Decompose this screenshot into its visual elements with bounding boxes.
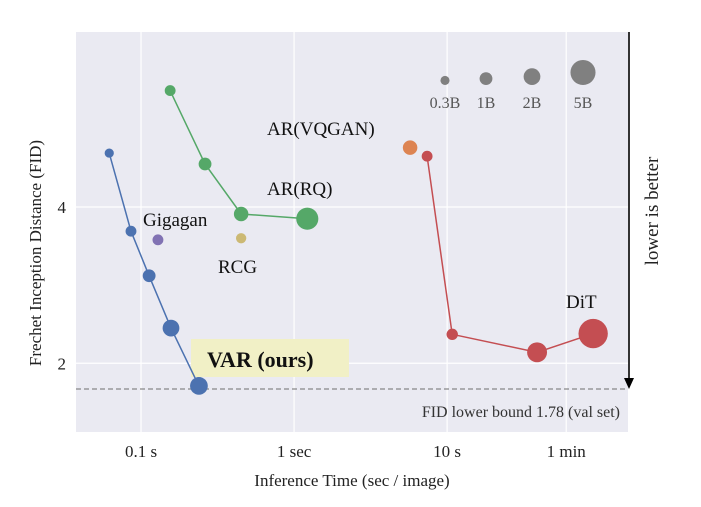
x-axis-label: Inference Time (sec / image) bbox=[254, 471, 449, 490]
point-var-ours-1 bbox=[125, 225, 137, 237]
y-tick-label: 4 bbox=[58, 198, 67, 217]
size-legend-marker bbox=[523, 68, 541, 85]
label-ar-vqgan: AR(VQGAN) bbox=[267, 119, 375, 140]
size-legend-label: 1B bbox=[477, 95, 496, 112]
arrow-label: lower is better bbox=[642, 156, 663, 265]
y-axis-label: Frechet Inception Distance (FID) bbox=[26, 140, 45, 366]
var-label-highlight bbox=[191, 339, 349, 377]
x-tick-label: 1 min bbox=[547, 442, 587, 461]
point-ar-rq-0 bbox=[164, 85, 176, 97]
series-labels: VAR (ours) AR(RQ) AR(VQGAN) DiT Gigagan … bbox=[143, 119, 597, 372]
arrow-head-icon bbox=[624, 378, 634, 389]
point-dit-1 bbox=[446, 328, 458, 341]
point-ar-vqgan-0 bbox=[402, 140, 418, 155]
size-legend-marker bbox=[479, 72, 493, 86]
label-var: VAR (ours) bbox=[207, 347, 314, 372]
x-tick-label: 1 sec bbox=[277, 442, 312, 461]
point-dit-0 bbox=[421, 150, 433, 162]
lower-bound-label: FID lower bound 1.78 (val set) bbox=[422, 404, 620, 421]
label-rcg: RCG bbox=[218, 257, 257, 278]
size-legend: 0.3B 1B 2B 5B bbox=[430, 59, 596, 112]
point-dit-2 bbox=[527, 342, 548, 363]
point-var-ours-4 bbox=[190, 377, 208, 395]
series-line-ar-rq bbox=[169, 90, 308, 220]
lower-bound-group: FID lower bound 1.78 (val set) bbox=[76, 388, 628, 421]
point-var-ours-2 bbox=[142, 269, 156, 283]
size-legend-label: 2B bbox=[523, 95, 542, 112]
point-var-ours-0 bbox=[104, 148, 114, 158]
size-legend-marker bbox=[570, 59, 596, 85]
y-tick-labels: 42 bbox=[58, 198, 67, 373]
point-ar-rq-1 bbox=[198, 157, 212, 171]
point-ar-rq-3 bbox=[296, 207, 319, 230]
x-tick-label: 0.1 s bbox=[125, 442, 157, 461]
size-legend-marker bbox=[440, 75, 450, 85]
point-dit-3 bbox=[578, 318, 608, 349]
size-legend-label: 5B bbox=[574, 95, 593, 112]
point-ar-rq-2 bbox=[233, 206, 249, 222]
grid bbox=[76, 32, 628, 432]
lower-is-better-arrow bbox=[624, 32, 634, 389]
point-rcg-0 bbox=[235, 233, 247, 244]
label-dit: DiT bbox=[566, 292, 597, 313]
x-tick-label: 10 s bbox=[433, 442, 461, 461]
y-tick-label: 2 bbox=[58, 354, 67, 373]
point-gigagan-0 bbox=[152, 234, 164, 246]
series-points bbox=[104, 85, 608, 395]
point-var-ours-3 bbox=[162, 319, 180, 337]
x-tick-labels: 0.1 s 1 sec 10 s 1 min bbox=[125, 442, 586, 461]
series-line-dit bbox=[426, 156, 594, 354]
plot-area bbox=[76, 32, 628, 432]
label-gigagan: Gigagan bbox=[143, 210, 208, 231]
size-legend-label: 0.3B bbox=[430, 95, 461, 112]
label-ar-rq: AR(RQ) bbox=[267, 179, 332, 200]
